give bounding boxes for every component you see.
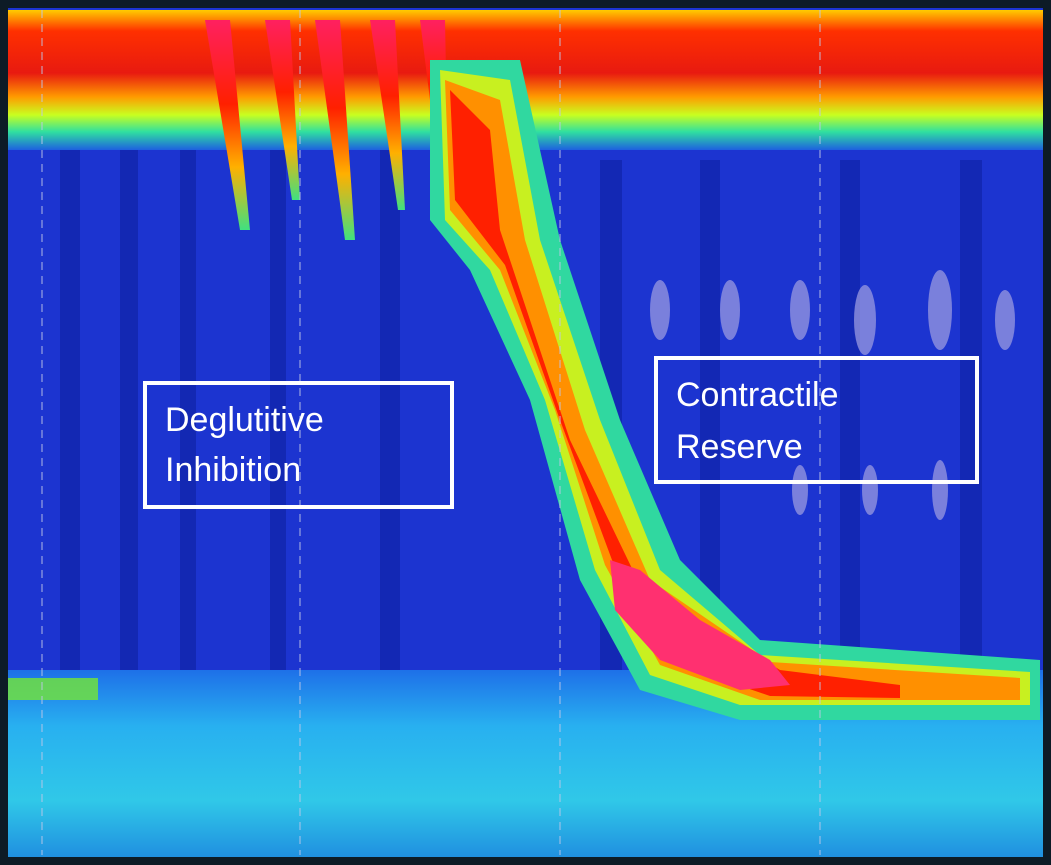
annotation-line: Contractile xyxy=(676,376,839,414)
annotation-line: Deglutitive xyxy=(165,401,324,439)
lower-band xyxy=(8,678,98,700)
annotation-line: Inhibition xyxy=(165,451,301,489)
pressure-topography: Deglutitive Inhibition Contractile Reser… xyxy=(0,0,1051,865)
annotation-line: Reserve xyxy=(676,428,803,466)
page: Deglutitive Inhibition Contractile Reser… xyxy=(0,0,1051,865)
